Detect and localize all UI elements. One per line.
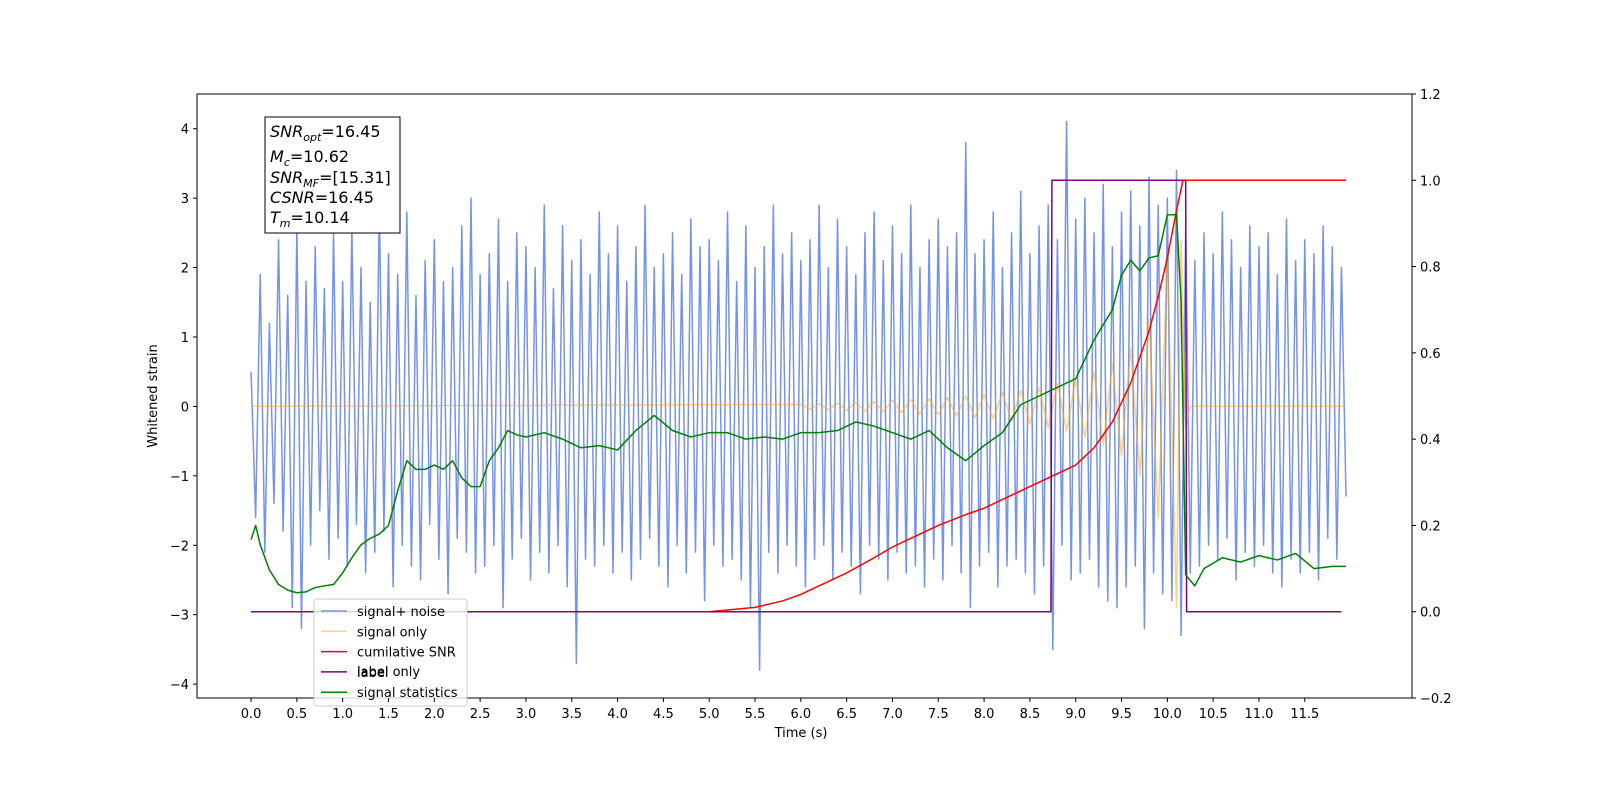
- annotation-sub: c: [284, 156, 290, 169]
- annotation: SNRopt=16.45: [270, 122, 381, 144]
- x-tick-label: 7.0: [882, 707, 903, 722]
- y2-tick-label: 0.6: [1420, 347, 1441, 362]
- y-tick-label: 3: [181, 192, 189, 207]
- annotation-name: SNR: [270, 122, 303, 141]
- x-axis-label: Time (s): [774, 726, 828, 741]
- legend-label: label: [357, 666, 388, 681]
- axes-frame: [196, 93, 1413, 699]
- annotations: SNRopt=16.45Mc=10.62SNRMF=[15.31]CSNR=16…: [270, 122, 391, 230]
- legend-hidden-label: label only: [357, 665, 420, 680]
- x-tick-label: 0.0: [241, 707, 262, 722]
- annotation: Mc=10.62: [270, 147, 349, 169]
- y-tick-label: −4: [170, 678, 189, 693]
- x-tick-label: 9.0: [1065, 707, 1086, 722]
- x-tick-label: 9.5: [1111, 707, 1132, 722]
- x-tick-label: 5.0: [699, 707, 720, 722]
- annotation: Tm=10.14: [270, 208, 350, 230]
- x-tick-label: 1.5: [378, 707, 399, 722]
- series-line: [250, 214, 1347, 594]
- annotation-sub: MF: [303, 177, 319, 190]
- x-tick-label: 0.5: [287, 707, 308, 722]
- annotation: SNRMF=[15.31]: [270, 168, 391, 190]
- y2-tick-label: 0.0: [1420, 606, 1441, 621]
- x-tick-label: 6.5: [836, 707, 857, 722]
- y2-tick-label: −0.2: [1420, 692, 1452, 707]
- x-tick-label: 2.0: [424, 707, 445, 722]
- series-line: [251, 179, 1342, 613]
- series-line: [251, 239, 1347, 609]
- x-tick-label: 10.0: [1153, 707, 1182, 722]
- y-axis-label: Whitened strain: [146, 344, 161, 447]
- annotation: CSNR=16.45: [270, 188, 374, 207]
- annotation-sub: m: [280, 217, 291, 230]
- x-tick-label: 3.5: [561, 707, 582, 722]
- annotation-sub: opt: [303, 131, 322, 144]
- x-tick-label: 5.5: [745, 707, 766, 722]
- y2-tick-label: 0.8: [1420, 261, 1441, 276]
- y-tick-label: −2: [170, 539, 189, 554]
- legend: [313, 598, 468, 707]
- annotation-text: =[15.31]: [319, 168, 391, 187]
- y2-tick-label: 1.2: [1420, 88, 1441, 103]
- annotation-name: T: [270, 208, 281, 227]
- y-tick-label: −3: [170, 609, 189, 624]
- legend-label: signal+ noise: [357, 605, 445, 620]
- x-tick-label: 11.0: [1245, 707, 1274, 722]
- x-tick-label: 8.5: [1020, 707, 1041, 722]
- annotation-text: =10.14: [291, 208, 350, 227]
- x-tick-label: 7.5: [928, 707, 949, 722]
- x-tick-label: 6.0: [790, 707, 811, 722]
- y2-tick-label: 1.0: [1420, 174, 1441, 189]
- x-tick-label: 8.0: [974, 707, 995, 722]
- annotation-text: =16.45: [315, 188, 374, 207]
- y2-tick-label: 0.4: [1420, 433, 1441, 448]
- x-tick-label: 2.5: [470, 707, 491, 722]
- x-tick-label: 4.0: [607, 707, 628, 722]
- series-line: [251, 179, 1347, 613]
- annotation-box: [264, 116, 401, 234]
- annotation-text: =16.45: [321, 122, 380, 141]
- legend-label: signal only: [357, 625, 427, 640]
- annotation-name: CSNR: [270, 188, 315, 207]
- x-tick-label: 11.5: [1290, 707, 1319, 722]
- legend-label: signal statistics: [357, 686, 458, 701]
- x-tick-label: 1.0: [332, 707, 353, 722]
- y2-tick-label: 0.2: [1420, 519, 1441, 534]
- y-tick-label: 1: [181, 331, 189, 346]
- y-tick-label: 0: [181, 400, 189, 415]
- x-tick-label: 3.0: [516, 707, 537, 722]
- y-tick-label: 4: [181, 123, 189, 138]
- annotation-name: M: [270, 147, 284, 166]
- annotation-text: =10.62: [290, 147, 349, 166]
- y-tick-label: 2: [181, 262, 189, 277]
- x-tick-label: 4.5: [653, 707, 674, 722]
- y-tick-label: −1: [170, 470, 189, 485]
- x-tick-label: 10.5: [1199, 707, 1228, 722]
- legend-label: cumilative SNR: [357, 646, 456, 661]
- series-line: [250, 121, 1347, 671]
- plot-area: [250, 121, 1347, 671]
- legend-entries: label only signal+ noise signal only cumila…: [321, 605, 458, 701]
- annotation-name: SNR: [270, 168, 303, 187]
